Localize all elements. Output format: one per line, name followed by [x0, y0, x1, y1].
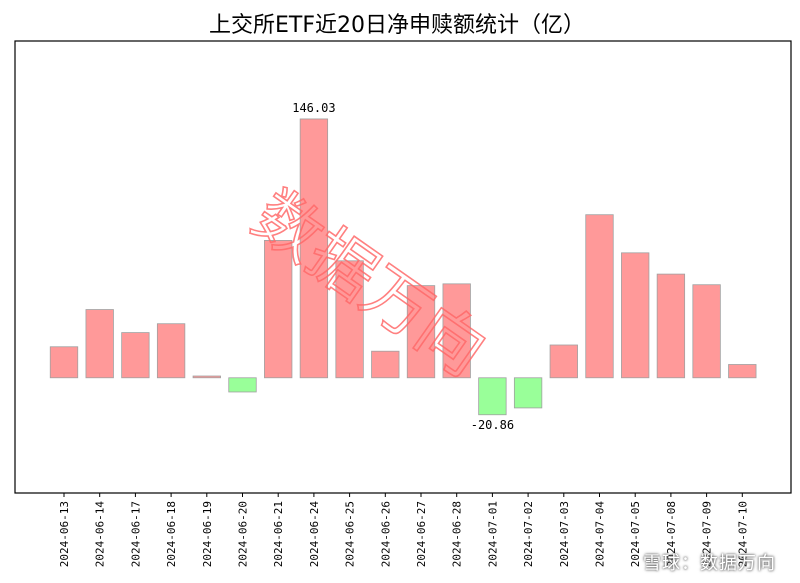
bars-group — [49, 118, 757, 416]
bar-2024-07-10 — [728, 364, 757, 379]
data-label: -20.86 — [471, 418, 514, 432]
footer-watermark: 雪球：数据万向 — [643, 553, 776, 574]
x-tick-label: 2024-07-01 — [486, 501, 499, 567]
bar-2024-06-25 — [335, 260, 364, 379]
bar-2024-06-13 — [49, 346, 79, 379]
bar-2024-06-20 — [228, 377, 257, 393]
plot-frame — [14, 40, 792, 494]
x-tick-label: 2024-07-02 — [522, 501, 535, 567]
bar-2024-07-04 — [585, 214, 614, 379]
data-label: 146.03 — [292, 101, 335, 115]
bar-2024-07-08 — [656, 273, 686, 379]
chart-title: 上交所ETF近20日净申赎额统计（亿） — [209, 13, 585, 38]
x-tick-label: 2024-06-14 — [94, 501, 107, 568]
bar-2024-06-27 — [406, 285, 436, 379]
x-tick-label: 2024-06-24 — [308, 501, 321, 568]
x-tick-label: 2024-07-03 — [558, 501, 571, 567]
x-tick-label: 2024-06-28 — [451, 501, 464, 567]
x-ticks-group: 2024-06-13 2024-06-14 2024-06-17 2024-06-18… — [58, 493, 749, 567]
x-tick-label: 2024-07-05 — [629, 501, 642, 567]
bar-2024-06-24 — [299, 118, 329, 379]
bar-2024-06-14 — [85, 309, 114, 379]
x-tick-label: 2024-07-09 — [701, 501, 714, 567]
bar-2024-06-21 — [264, 240, 293, 379]
bar-2024-06-19 — [192, 375, 221, 379]
data-labels-group: 146.03 -20.86 — [292, 101, 514, 432]
bar-2024-07-01 — [478, 377, 507, 416]
x-tick-label: 2024-06-17 — [129, 501, 142, 567]
bar-2024-06-18 — [156, 323, 186, 379]
x-tick-label: 2024-06-20 — [237, 501, 250, 567]
x-tick-label: 2024-07-04 — [594, 501, 607, 568]
bar-2024-06-28 — [442, 283, 471, 379]
x-tick-label: 2024-06-26 — [379, 501, 392, 567]
x-tick-label: 2024-06-27 — [415, 501, 428, 567]
bar-2024-07-02 — [513, 377, 543, 409]
x-tick-label: 2024-07-10 — [736, 501, 749, 567]
bar-2024-07-03 — [549, 344, 578, 379]
bar-2024-06-17 — [121, 332, 150, 379]
x-tick-label: 2024-06-21 — [272, 501, 285, 567]
bar-2024-07-05 — [621, 252, 650, 379]
bar-2024-07-09 — [692, 284, 721, 379]
x-tick-label: 2024-06-13 — [58, 501, 71, 567]
x-tick-label: 2024-06-19 — [201, 501, 214, 567]
x-tick-label: 2024-07-08 — [665, 501, 678, 567]
bar-2024-06-26 — [371, 350, 400, 379]
x-tick-label: 2024-06-18 — [165, 501, 178, 567]
x-tick-label: 2024-06-25 — [344, 501, 357, 567]
